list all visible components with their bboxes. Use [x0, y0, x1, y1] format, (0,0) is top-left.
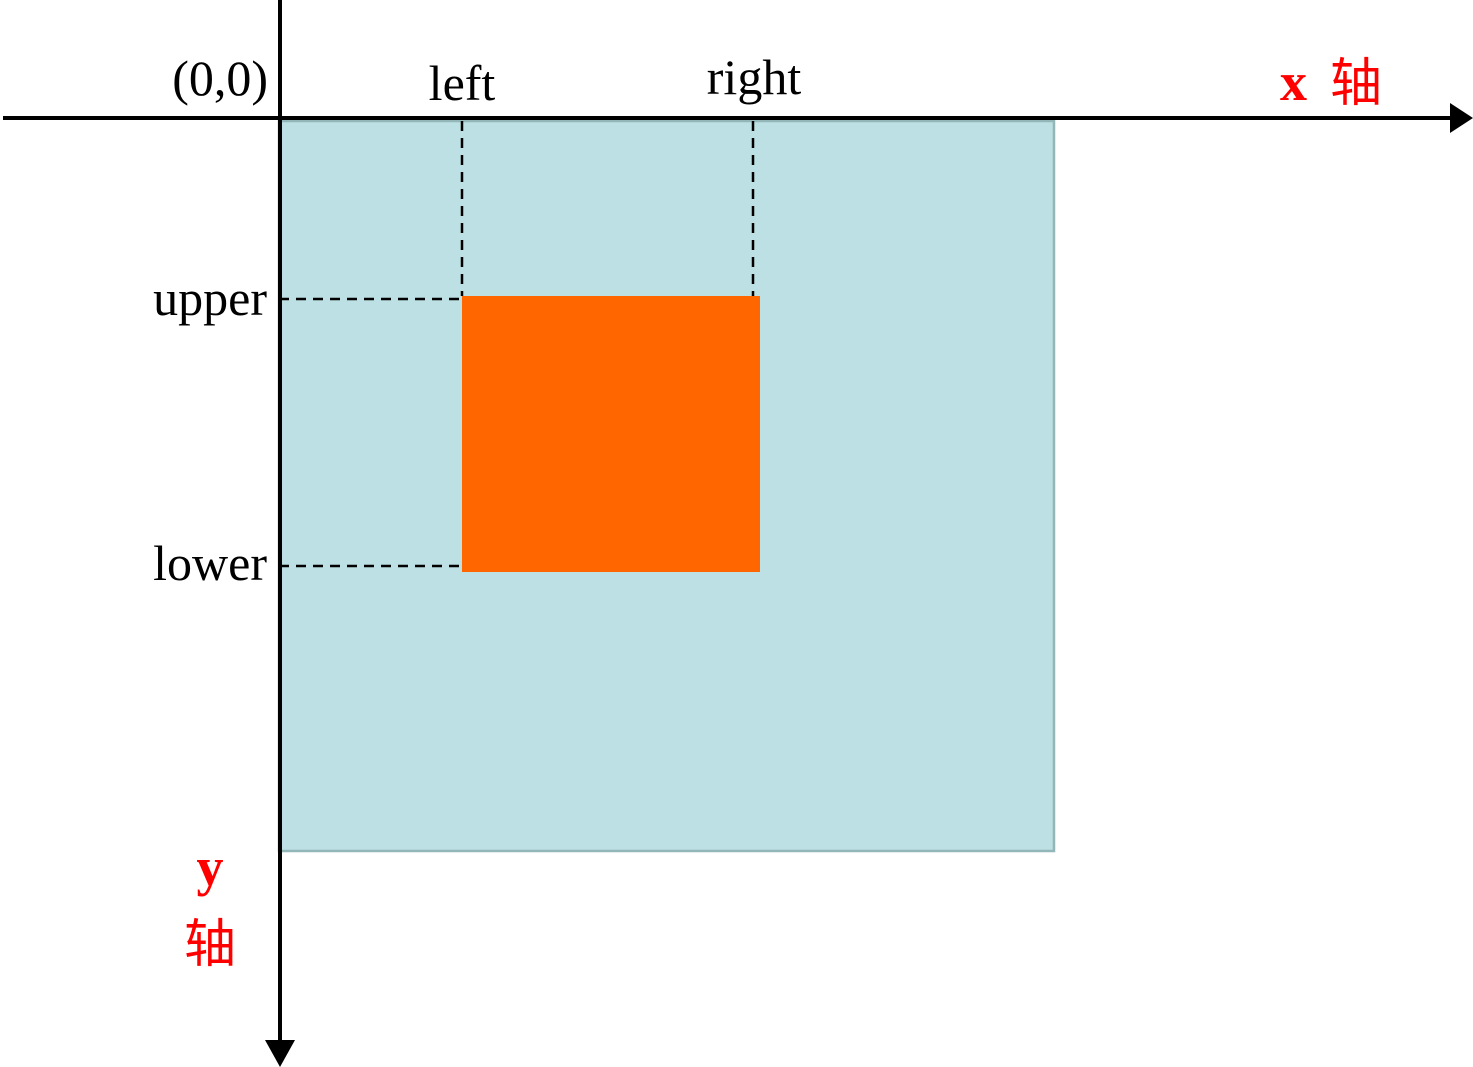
- x-axis-letter: x: [1280, 52, 1307, 112]
- origin-label: (0,0): [172, 50, 268, 106]
- upper-label: upper: [153, 270, 267, 326]
- right-label: right: [707, 49, 802, 105]
- crop-box: [462, 296, 760, 572]
- y-axis-letter: y: [197, 837, 224, 897]
- y-axis-word: 轴: [184, 915, 236, 975]
- x-axis-arrowhead: [1450, 103, 1473, 133]
- lower-label: lower: [153, 535, 267, 591]
- y-axis-arrowhead: [265, 1040, 295, 1067]
- x-axis-word: 轴: [1330, 54, 1382, 114]
- left-label: left: [429, 55, 496, 111]
